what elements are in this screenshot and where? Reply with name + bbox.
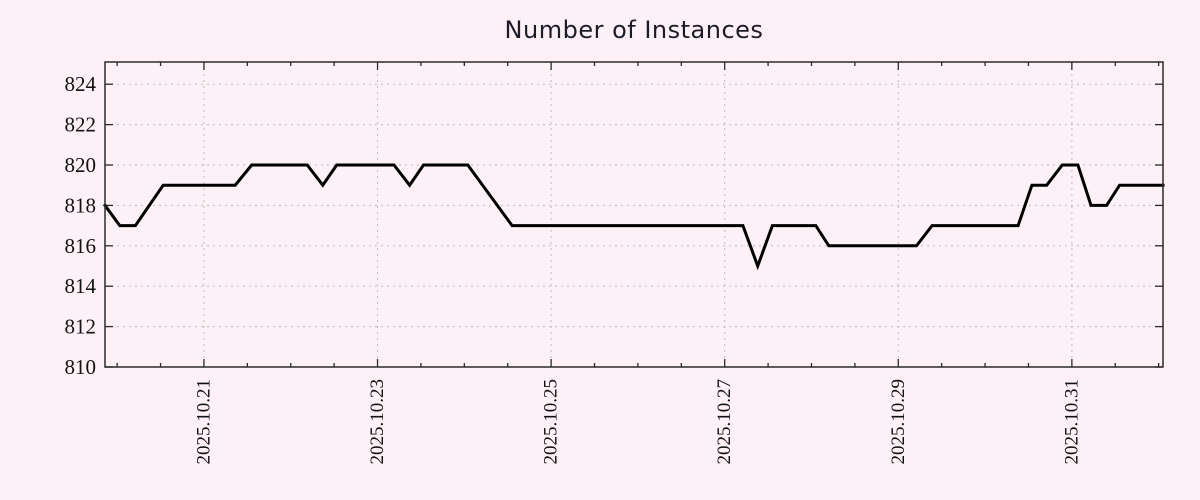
x-tick-label: 2025.10.25 bbox=[541, 379, 562, 465]
y-tick-label: 824 bbox=[65, 72, 97, 96]
series-line-instances bbox=[102, 163, 1165, 271]
plot-frame bbox=[104, 61, 1164, 368]
chart-title: Number of Instances bbox=[504, 16, 764, 44]
y-tick-label: 812 bbox=[65, 315, 97, 339]
y-tick-label: 818 bbox=[65, 193, 97, 217]
y-tick-label: 814 bbox=[65, 274, 97, 298]
y-tick-label: 810 bbox=[65, 355, 97, 379]
y-tick-label: 816 bbox=[65, 234, 97, 258]
x-tick-label: 2025.10.27 bbox=[714, 379, 735, 465]
y-tick-label: 820 bbox=[65, 153, 97, 177]
x-tick-label: 2025.10.29 bbox=[888, 379, 909, 465]
x-tick-label: 2025.10.23 bbox=[367, 379, 388, 465]
x-tick-label: 2025.10.21 bbox=[193, 379, 214, 465]
x-tick-label: 2025.10.31 bbox=[1061, 379, 1082, 465]
y-tick-label: 822 bbox=[65, 113, 97, 137]
